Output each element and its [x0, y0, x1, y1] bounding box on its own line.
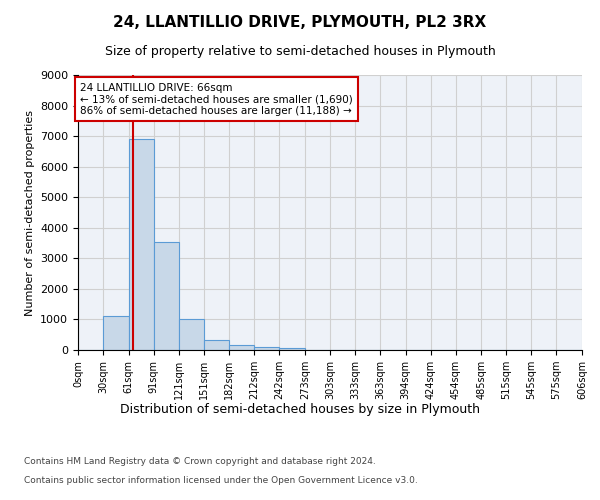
Text: Distribution of semi-detached houses by size in Plymouth: Distribution of semi-detached houses by …	[120, 402, 480, 415]
Bar	[179, 320, 203, 350]
Bar	[203, 340, 229, 350]
Text: Contains public sector information licensed under the Open Government Licence v3: Contains public sector information licen…	[24, 476, 418, 485]
Bar	[154, 242, 179, 350]
Text: 24, LLANTILLIO DRIVE, PLYMOUTH, PL2 3RX: 24, LLANTILLIO DRIVE, PLYMOUTH, PL2 3RX	[113, 15, 487, 30]
Bar	[103, 316, 129, 350]
Bar	[229, 346, 254, 350]
Bar	[254, 347, 279, 350]
Text: 24 LLANTILLIO DRIVE: 66sqm
← 13% of semi-detached houses are smaller (1,690)
86%: 24 LLANTILLIO DRIVE: 66sqm ← 13% of semi…	[80, 82, 353, 116]
Bar	[129, 139, 154, 350]
Text: Contains HM Land Registry data © Crown copyright and database right 2024.: Contains HM Land Registry data © Crown c…	[24, 458, 376, 466]
Y-axis label: Number of semi-detached properties: Number of semi-detached properties	[25, 110, 35, 316]
Bar	[279, 348, 305, 350]
Text: Size of property relative to semi-detached houses in Plymouth: Size of property relative to semi-detach…	[104, 45, 496, 58]
